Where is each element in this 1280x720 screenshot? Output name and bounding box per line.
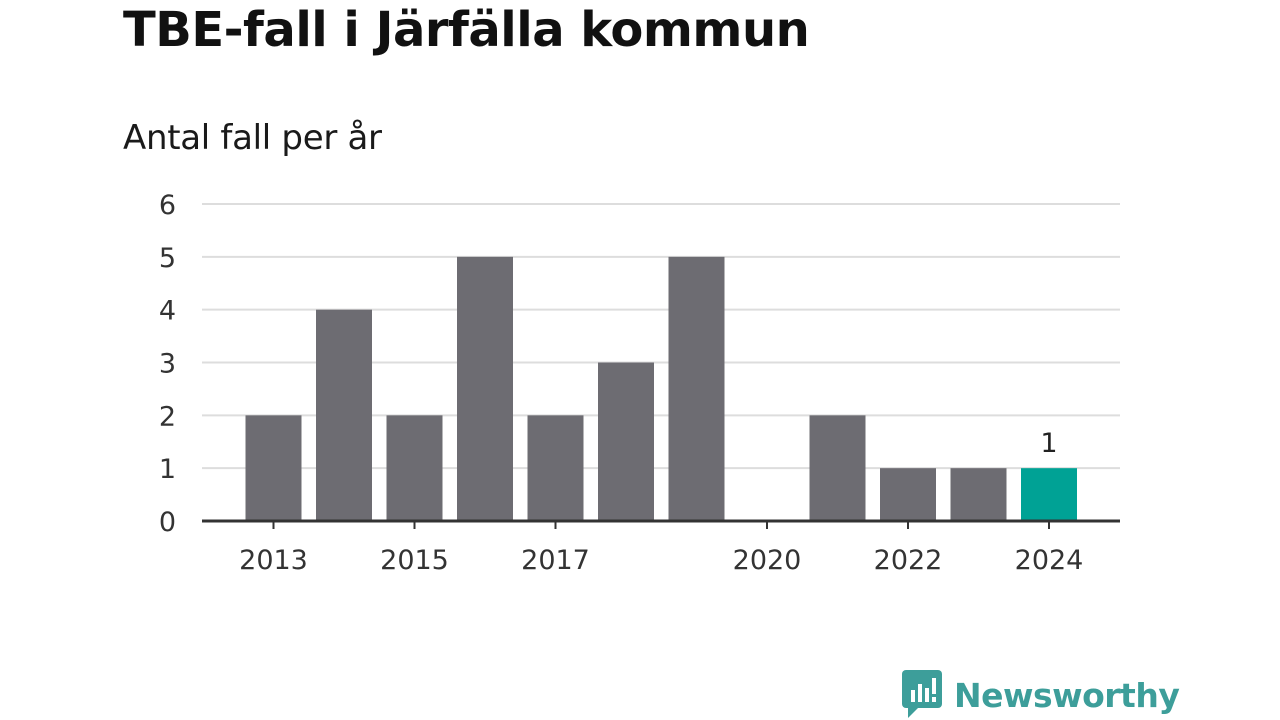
x-tick-label: 2013 (239, 545, 308, 576)
x-tick-label: 2024 (1015, 545, 1084, 576)
bar (809, 415, 866, 521)
bar (527, 415, 584, 521)
y-tick-label: 6 (159, 190, 176, 221)
bar (245, 415, 302, 521)
y-tick-label: 2 (159, 401, 176, 432)
bar (316, 309, 372, 521)
y-tick-label: 5 (159, 243, 176, 274)
x-tick-label: 2022 (874, 545, 943, 576)
bar (950, 468, 1007, 521)
chart-title: TBE-fall i Järfälla kommun (123, 2, 810, 58)
data-label: 1 (1040, 428, 1057, 459)
chart-subtitle: Antal fall per år (123, 118, 382, 158)
bar (598, 362, 654, 521)
y-tick-label: 4 (159, 296, 176, 327)
brand-logo: Newsworthy (902, 670, 1180, 720)
y-tick-label: 1 (159, 454, 176, 485)
y-tick-label: 3 (159, 349, 176, 380)
x-tick-label: 2017 (521, 545, 590, 576)
bar (668, 256, 725, 521)
x-tick-label: 2020 (733, 545, 802, 576)
bar (1021, 468, 1077, 521)
x-tick-label: 2015 (380, 545, 449, 576)
newsworthy-logo-icon (902, 670, 942, 718)
bar (457, 256, 513, 521)
y-tick-label: 0 (159, 507, 176, 538)
bar (386, 415, 443, 521)
brand-name: Newsworthy (954, 675, 1180, 715)
bar (880, 468, 936, 521)
